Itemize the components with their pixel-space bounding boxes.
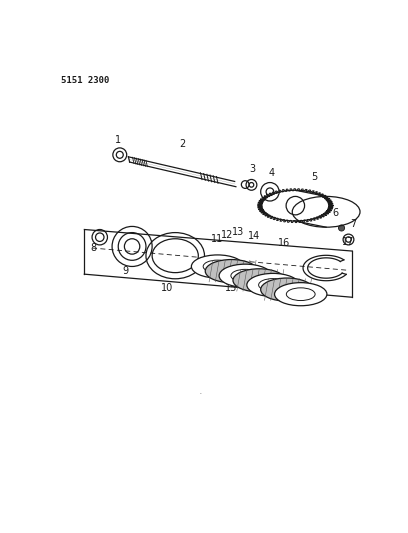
Ellipse shape bbox=[259, 279, 287, 292]
Ellipse shape bbox=[247, 273, 299, 296]
Text: 9: 9 bbox=[123, 266, 129, 276]
Ellipse shape bbox=[286, 288, 315, 301]
Text: 7: 7 bbox=[350, 219, 356, 229]
Ellipse shape bbox=[219, 264, 271, 287]
Text: 17: 17 bbox=[341, 237, 354, 247]
Text: 11: 11 bbox=[211, 234, 224, 244]
Text: 12: 12 bbox=[222, 230, 234, 240]
Text: 13: 13 bbox=[231, 227, 244, 237]
Ellipse shape bbox=[233, 269, 285, 292]
Text: 15: 15 bbox=[224, 283, 237, 293]
Text: 10: 10 bbox=[161, 283, 174, 293]
Text: 6: 6 bbox=[332, 208, 338, 219]
Ellipse shape bbox=[231, 269, 259, 282]
Ellipse shape bbox=[191, 255, 244, 278]
Text: 3: 3 bbox=[249, 164, 255, 174]
Ellipse shape bbox=[261, 278, 313, 301]
Text: 14: 14 bbox=[248, 231, 260, 241]
Text: 8: 8 bbox=[91, 243, 97, 253]
Text: 1: 1 bbox=[115, 135, 121, 146]
Text: 16: 16 bbox=[278, 238, 290, 248]
Text: 2: 2 bbox=[179, 139, 185, 149]
Text: .: . bbox=[198, 385, 202, 395]
Ellipse shape bbox=[275, 282, 327, 306]
Text: 5151 2300: 5151 2300 bbox=[61, 76, 110, 85]
Text: 4: 4 bbox=[268, 168, 275, 179]
Ellipse shape bbox=[205, 260, 257, 282]
Text: 5: 5 bbox=[311, 172, 317, 182]
Ellipse shape bbox=[203, 260, 232, 273]
Circle shape bbox=[339, 225, 345, 231]
